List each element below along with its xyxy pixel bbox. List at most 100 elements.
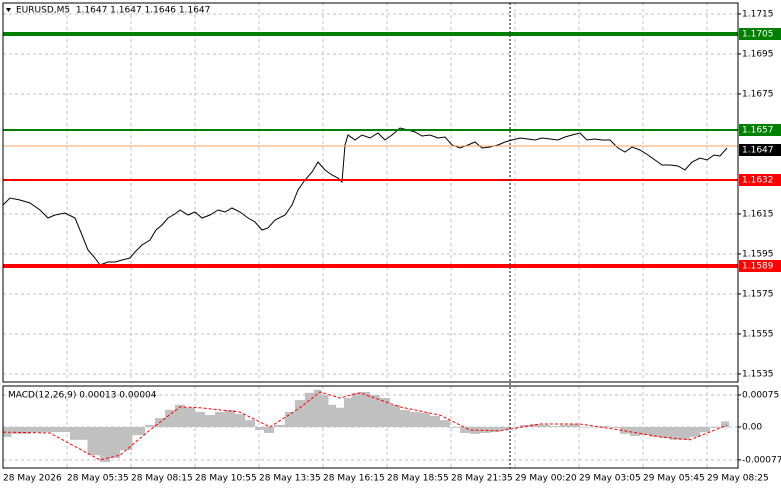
y-tick-label: 1.1575 [742,290,774,300]
histogram-bar [360,391,370,427]
level-label-box [739,174,781,186]
x-tick-label: 28 May 08:15 [131,474,193,484]
histogram-bar [670,427,680,440]
histogram-bar [245,420,255,427]
histogram-bar [580,427,590,428]
x-tick-label: 29 May 08:25 [707,474,769,484]
histogram-bar [480,427,490,433]
histogram-bar [235,414,245,427]
labels: 28 May 2026 28 May 05:35 28 May 08:15 28 Ma… [3,10,781,484]
histogram-bar [370,394,380,427]
histogram-bar [600,426,610,427]
x-tick-label: 28 May 05:35 [67,474,129,484]
level-label-box [739,28,781,40]
histogram-bar [660,427,670,439]
histogram-bar [680,427,690,440]
x-tick-label: 29 May 00:20 [515,474,577,484]
plot [2,32,738,463]
histogram-bar [410,412,420,427]
histogram-bar [650,427,660,437]
histogram-bar [100,427,110,463]
last-price-box [739,144,781,156]
histogram-bar [11,427,30,434]
histogram-bar [285,412,295,427]
x-tick-label: 28 May 21:35 [451,474,513,484]
main-panel-border [2,2,739,383]
histogram-bar [274,424,285,427]
x-tick-label: 29 May 03:05 [579,474,641,484]
histogram-bar [336,407,344,427]
histogram-bar [110,427,120,459]
histogram-bar [721,421,729,427]
level-label: 1.1657 [742,126,774,136]
x-tick-label: 28 May 16:15 [323,474,385,484]
y-tick-label: 0.00075 [742,390,779,400]
histogram-bar [510,427,520,428]
histogram-bar [50,427,70,433]
histogram-bar [264,427,274,433]
histogram-bar [690,427,700,437]
histogram-bar [225,409,235,427]
y-tick-label: 1.1615 [742,210,774,220]
level-label: 1.1705 [742,30,774,40]
histogram-bar [87,427,100,456]
histogram-bar [344,397,352,427]
level-label: 1.1589 [742,262,774,272]
histogram-bar [132,427,145,436]
histogram-bar [215,412,225,427]
histogram-bar [145,424,155,427]
histogram-bar [610,427,620,428]
histogram-bar [120,427,133,451]
histogram-bar [295,400,305,427]
histogram-bar [321,394,329,427]
histogram-bar [710,427,721,428]
histogram-bar [380,397,390,427]
macd-title: MACD(12,26,9) 0.00013 0.00004 [8,391,157,401]
y-tick-label: -0.00077 [742,455,781,465]
y-tick-label: 1.1595 [742,250,774,260]
histogram-bar [314,389,322,427]
histogram-bar [640,427,650,436]
price-line [2,127,728,266]
histogram-bar [3,427,12,437]
histogram-bar [70,427,88,440]
histogram-bar [305,392,314,427]
histogram-bar [351,392,360,427]
histogram-bar [520,424,530,427]
histogram-bar [570,424,580,427]
x-tick-label: 28 May 2026 [3,474,62,484]
y-tick-label: 1.1675 [742,90,774,100]
histogram-bar [630,427,640,436]
menu-triangle [6,8,11,12]
x-tick-label: 29 May 05:45 [643,474,705,484]
level-label-box [739,260,781,272]
x-tick-label: 28 May 18:55 [387,474,449,484]
histogram-bar [400,409,410,427]
histogram-bar [195,412,205,427]
grid [2,3,738,468]
histogram-bar [490,427,500,433]
histogram-bar [255,427,264,430]
histogram-bar [530,424,540,427]
histogram-bar [590,427,600,428]
histogram-bar [420,412,430,427]
signal-line [2,391,728,461]
histogram-bar [470,427,480,434]
y-tick-label: 1.1715 [742,10,774,20]
y-tick-label: 1.1695 [742,50,774,60]
histogram-bar [440,420,450,427]
histogram-bar [700,427,710,433]
histogram-bar [450,427,460,428]
chart-title: EURUSD,M5 1.1647 1.1647 1.1646 1.1647 [16,6,210,16]
y-tick-label: 1.1555 [742,330,774,340]
histogram-bar [205,415,215,427]
histogram-bar [540,424,550,427]
histogram-bar [165,409,175,427]
histogram-bar [560,424,570,427]
histogram-bar [328,404,336,427]
histogram-bar [430,415,440,427]
level-label: 1.1632 [742,176,774,186]
x-tick-label: 28 May 13:35 [259,474,321,484]
histogram-bar [185,407,195,427]
